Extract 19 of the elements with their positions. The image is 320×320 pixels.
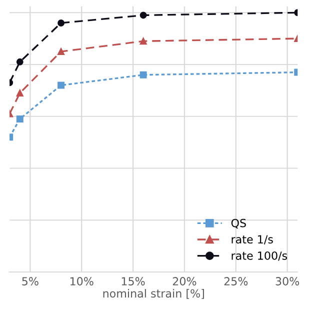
x-tick-label: 20% <box>172 277 196 286</box>
x-tick-label: 25% <box>224 277 248 286</box>
x-tick-label: 15% <box>122 277 145 286</box>
x-axis-title: nominal strain [%] <box>103 289 204 299</box>
point <box>140 12 147 19</box>
legend-label: rate 100/s <box>232 251 288 261</box>
legend-label: rate 1/s <box>232 235 273 244</box>
point <box>16 115 24 122</box>
point <box>58 82 64 89</box>
point <box>58 48 64 56</box>
x-tick-label: 5% <box>22 277 38 286</box>
legend-label: QS <box>231 218 246 229</box>
point <box>16 58 24 66</box>
point <box>58 20 64 26</box>
point <box>140 71 147 78</box>
x-tick-label: 30% <box>276 277 300 286</box>
point <box>16 90 24 97</box>
point <box>140 38 147 45</box>
x-tick-label: 10% <box>70 277 94 286</box>
